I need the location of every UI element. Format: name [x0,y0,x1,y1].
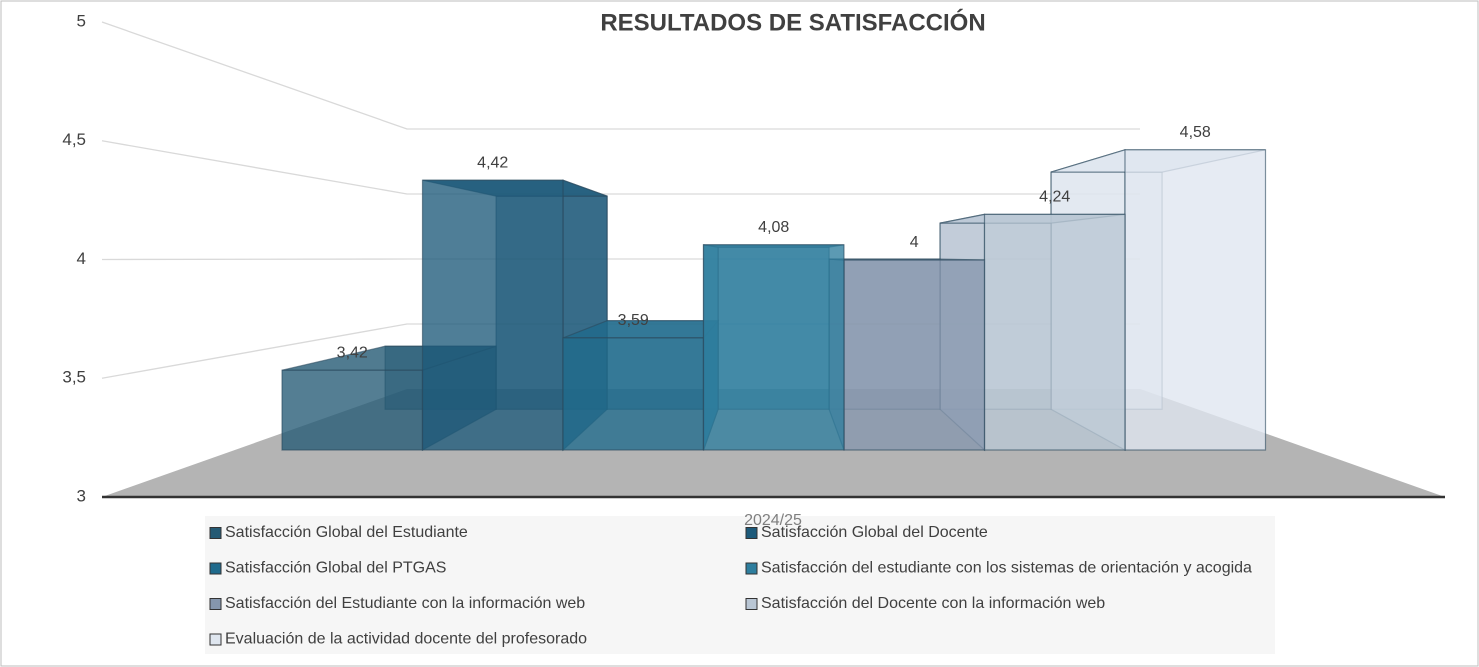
bar-front [702,244,845,451]
y-tick-label: 4 [77,249,86,268]
grid-line [101,21,1140,130]
y-tick-label: 3 [77,486,86,505]
data-label: 4 [910,234,919,251]
legend-swatch [209,562,222,575]
x-tick-label: 2024/25 [744,512,802,529]
data-label: 3,59 [618,312,649,329]
legend-box [205,516,1275,654]
bar-front [843,259,986,451]
data-label: 4,08 [758,219,789,236]
bar-front [562,337,705,451]
legend-swatch [209,527,222,539]
y-tick-label: 3,5 [62,368,86,387]
bar-front [983,213,1126,451]
bar-front [281,369,424,451]
legend-swatch [209,598,222,610]
chart-title: RESULTADOS DE SATISFACCIÓN [600,8,985,36]
legend-label: Evaluación de la actividad docente del p… [225,631,587,648]
grid-line [101,140,1140,195]
legend-label: Satisfacción del estudiante con los sist… [761,560,1252,577]
data-label: 3,42 [337,344,368,361]
legend-swatch [209,633,222,646]
legend-label: Satisfacción Global del PTGAS [225,560,446,577]
legend-label: Satisfacción del Docente con la informac… [761,595,1105,612]
legend-label: Satisfacción Global del Docente [761,524,988,541]
y-tick-label: 4,5 [62,130,86,149]
legend-swatch [745,598,758,610]
legend-label: Satisfacción del Estudiante con la infor… [225,595,585,612]
legend-swatch [745,527,758,539]
data-label: 4,24 [1039,189,1070,206]
y-tick-label: 5 [77,11,86,30]
data-label: 4,42 [477,154,508,171]
legend-label: Satisfacción Global del Estudiante [225,524,468,541]
bar-front [1124,149,1267,451]
bar-front [421,179,564,451]
data-label: 4,58 [1180,124,1211,141]
legend-swatch [745,562,758,575]
